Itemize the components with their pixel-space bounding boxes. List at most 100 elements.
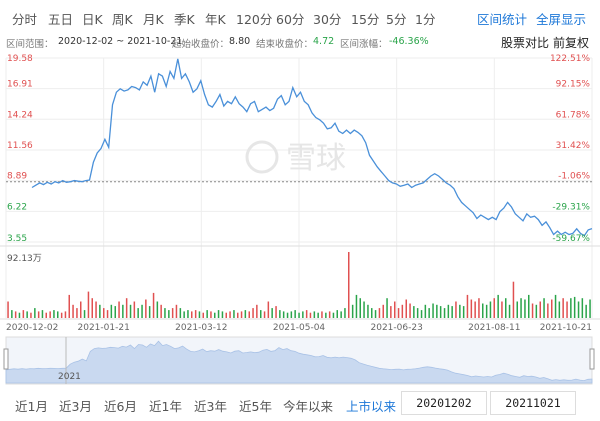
volume-bar	[64, 311, 67, 318]
x-tick-label: 2021-01-21	[78, 323, 130, 333]
adjust-mode-button[interactable]: 前复权	[553, 36, 590, 50]
range-value: 2020-12-02 ~ 2021-10-21	[58, 36, 183, 47]
range-label: 区间范围：	[6, 39, 54, 50]
tab-quarter-k[interactable]: 季K	[174, 12, 195, 27]
volume-bar	[229, 311, 231, 318]
tab-five-day[interactable]: 五日	[48, 12, 74, 27]
navigator-left-handle[interactable]	[3, 348, 9, 370]
volume-bar	[30, 312, 32, 318]
volume-bar	[497, 294, 499, 318]
volume-bar	[106, 310, 109, 318]
volume-bar	[282, 311, 285, 318]
volume-bar	[248, 311, 250, 318]
volume-bar	[34, 308, 36, 318]
tab-week-k[interactable]: 周K	[112, 12, 133, 27]
price-axis-label: 11.56	[7, 141, 33, 151]
volume-bar	[72, 304, 74, 318]
interval-info-bar: 区间范围： 2020-12-02 ~ 2021-10-21 起始收盘价： 8.8…	[0, 34, 600, 52]
period-tab-bar: 分时 五日 日K 周K 月K 季K 年K 120分 60分 30分 15分 5分…	[0, 0, 600, 34]
start-close-value: 8.80	[229, 36, 251, 47]
volume-bar	[49, 311, 51, 318]
volume-bar	[359, 298, 361, 318]
range-selector: 近1月 近3月 近6月 近1年 近3年 近5年 今年以来 上市以来 202012…	[0, 386, 600, 421]
interval-stats-link[interactable]: 区间统计	[477, 12, 528, 27]
volume-bar	[240, 311, 243, 318]
percent-axis: 122.51% 92.15% 61.78% 31.42% -1.06% -29.31% -5…	[550, 54, 590, 244]
volume-bar	[141, 304, 143, 318]
volume-bar	[547, 303, 549, 318]
range-5-years[interactable]: 近5年	[239, 399, 272, 414]
volume-bar	[455, 301, 457, 318]
price-axis-label: 3.55	[7, 234, 27, 244]
volume-bar	[355, 294, 358, 318]
volume-bar	[512, 281, 515, 318]
range-ytd[interactable]: 今年以来	[283, 399, 334, 414]
volume-bar	[168, 310, 170, 318]
volume-bar	[585, 304, 587, 318]
volume-bar	[114, 306, 116, 318]
volume-bar	[371, 308, 373, 318]
volume-bar	[562, 298, 564, 318]
volume-bar	[125, 298, 128, 318]
volume-bar	[420, 310, 423, 318]
range-1-year[interactable]: 近1年	[149, 399, 182, 414]
tab-day-k[interactable]: 日K	[82, 12, 103, 27]
end-date-input[interactable]: 20211021	[490, 391, 576, 415]
volume-bar	[551, 299, 553, 318]
volume-bar	[447, 304, 450, 318]
fullscreen-link[interactable]: 全屏显示	[536, 12, 587, 27]
volume-bar	[194, 310, 197, 318]
tab-120min[interactable]: 120分	[236, 12, 273, 27]
volume-bar	[374, 310, 377, 318]
percent-axis-label: 31.42%	[556, 141, 591, 151]
range-3-years[interactable]: 近3年	[194, 399, 227, 414]
volume-bar	[26, 311, 28, 318]
range-1-month[interactable]: 近1月	[15, 399, 48, 414]
tab-year-k[interactable]: 年K	[205, 12, 226, 27]
tab-5min[interactable]: 5分	[386, 12, 407, 27]
navigator-area	[5, 340, 593, 384]
volume-bar	[313, 311, 316, 318]
volume-bar	[95, 301, 97, 318]
start-date-input[interactable]: 20201202	[401, 391, 487, 415]
volume-bar	[382, 304, 384, 318]
volume-bar	[225, 312, 227, 318]
volume-bar	[160, 304, 162, 318]
range-3-months[interactable]: 近3月	[59, 399, 92, 414]
tab-15min[interactable]: 15分	[351, 12, 380, 27]
tab-month-k[interactable]: 月K	[143, 12, 164, 27]
volume-bar	[524, 299, 526, 318]
x-tick-label: 2021-10-21	[540, 323, 592, 333]
volume-bar	[443, 308, 446, 318]
volume-bar	[45, 312, 47, 318]
price-chart[interactable]: 雪球 19.58 16.91 14.24 11.56 8.89 6.22 3.55 122.…	[0, 0, 600, 386]
tab-60min[interactable]: 60分	[276, 12, 305, 27]
tab-fenshi[interactable]: 分时	[12, 12, 38, 27]
volume-bar	[137, 308, 139, 318]
volume-bar	[351, 304, 354, 318]
tab-30min[interactable]: 30分	[313, 12, 342, 27]
price-axis: 19.58 16.91 14.24 11.56 8.89 6.22 3.55	[7, 54, 33, 244]
volume-bar	[156, 301, 159, 318]
volume-bar	[478, 298, 480, 318]
range-navigator: 2021	[3, 336, 595, 385]
x-tick-label: 2021-05-04	[273, 323, 326, 333]
volume-bar	[275, 306, 277, 318]
volume-bar	[83, 310, 86, 318]
volume-bar	[409, 303, 411, 318]
volume-bar	[390, 306, 392, 318]
volume-bar	[531, 303, 534, 318]
volume-bar	[99, 304, 101, 318]
volume-bar	[321, 311, 323, 318]
stock-compare-button[interactable]: 股票对比	[501, 36, 550, 50]
tab-1min[interactable]: 1分	[415, 12, 436, 27]
navigator-right-handle[interactable]	[589, 348, 595, 370]
range-6-months[interactable]: 近6月	[104, 399, 137, 414]
volume-bar	[482, 303, 484, 318]
price-axis-label: 19.58	[7, 54, 33, 64]
volume-bar	[260, 310, 262, 318]
volume-bar	[539, 301, 541, 318]
volume-bar	[554, 294, 557, 318]
volume-bar	[145, 299, 147, 318]
range-since-listing[interactable]: 上市以来	[346, 399, 397, 414]
